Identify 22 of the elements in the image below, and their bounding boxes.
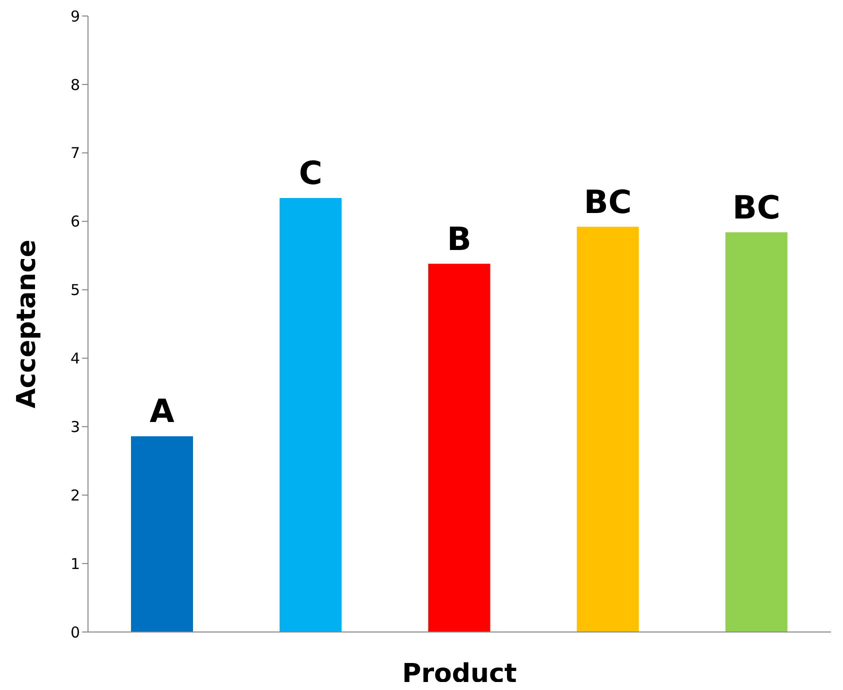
y-axis-title: Acceptance [12,240,42,408]
y-tick-label: 8 [70,76,80,94]
data-label: BC [584,182,632,221]
x-axis-title: Product [402,659,517,689]
data-label: C [298,154,322,192]
bar [576,226,639,632]
y-tick-label: 1 [70,554,80,573]
bar [725,232,788,632]
y-tick-label: 9 [70,7,80,26]
y-tick-label: 0 [70,623,80,642]
data-label: A [150,392,175,430]
y-tick-label: 5 [70,281,80,300]
y-tick-label: 2 [70,486,80,504]
y-tick-label: 6 [70,212,80,231]
y-tick-label: 4 [70,350,80,368]
data-label: BC [732,188,780,226]
bar [131,436,193,632]
y-tick-label: 3 [70,418,80,436]
bar [428,264,490,632]
data-label: B [447,220,472,258]
y-tick-label: 7 [70,144,80,162]
bar [280,198,342,632]
